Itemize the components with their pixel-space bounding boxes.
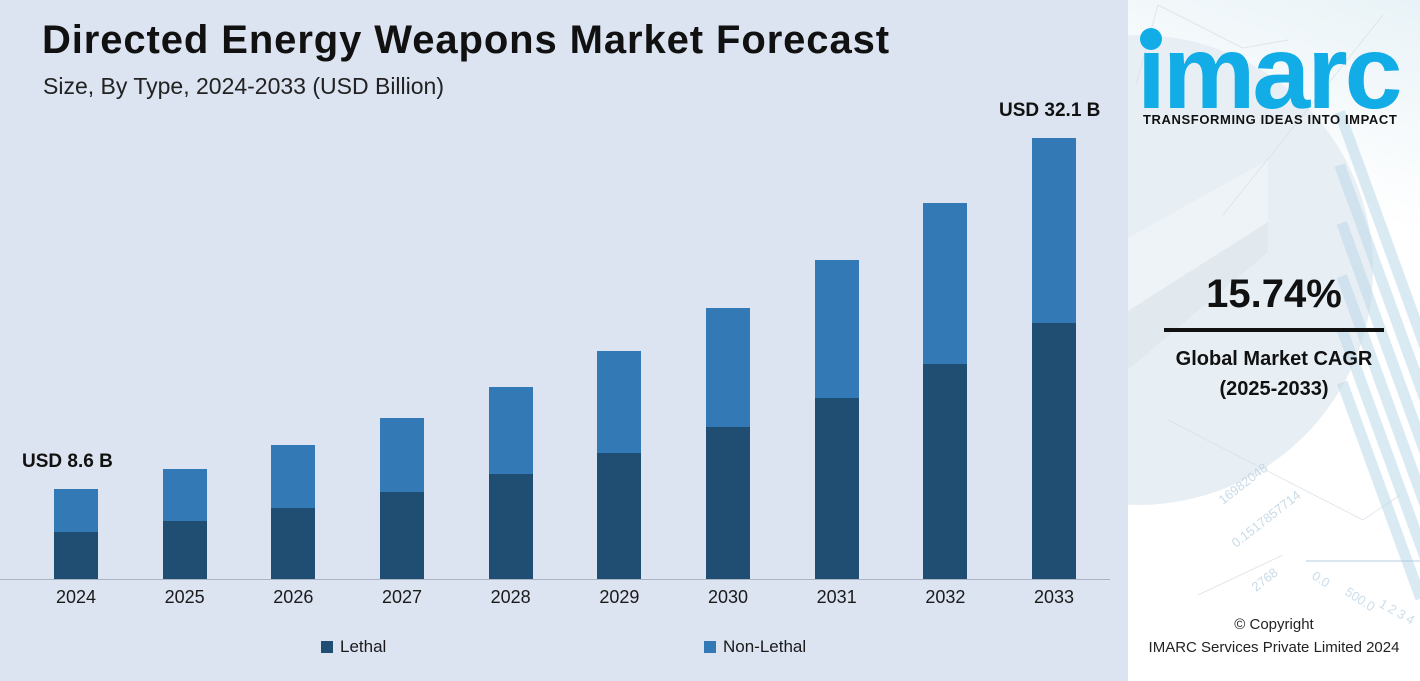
svg-text:0.0: 0.0	[1309, 568, 1332, 590]
svg-text:0.1517857714: 0.1517857714	[1229, 487, 1304, 550]
svg-text:500.0: 500.0	[1342, 584, 1377, 614]
